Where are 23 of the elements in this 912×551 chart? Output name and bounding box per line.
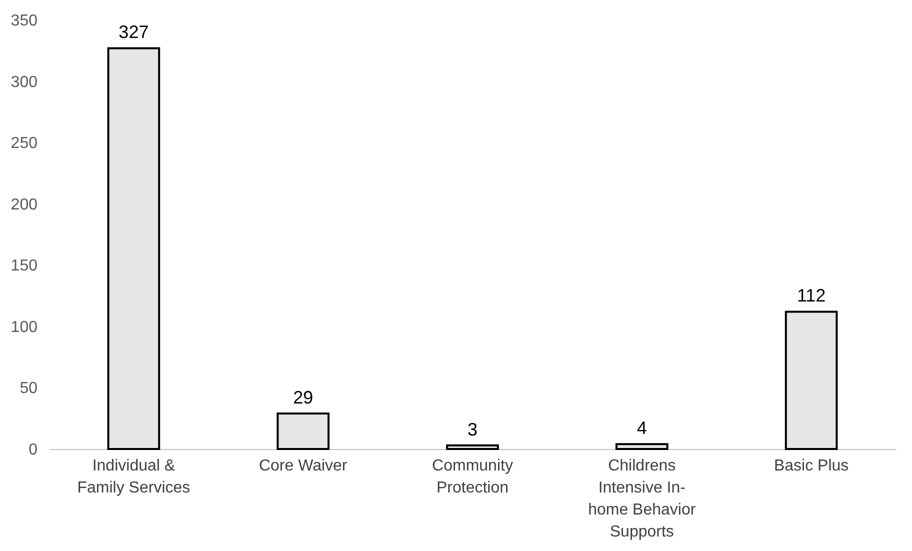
bar bbox=[276, 412, 330, 450]
bar bbox=[615, 443, 668, 450]
x-tick-label: Individual & Family Services bbox=[77, 458, 190, 496]
x-tick-label: Basic Plus bbox=[774, 458, 849, 474]
y-tick-label: 200 bbox=[10, 196, 38, 214]
bar bbox=[446, 444, 499, 450]
data-label: 112 bbox=[796, 286, 826, 306]
data-label: 4 bbox=[636, 418, 647, 438]
x-tick-label: Community Protection bbox=[432, 458, 513, 496]
y-tick-label: 300 bbox=[10, 74, 38, 91]
bar bbox=[107, 47, 160, 450]
y-tick-label: 150 bbox=[10, 258, 38, 275]
y-tick-label: 0 bbox=[28, 442, 38, 458]
data-label: 3 bbox=[467, 419, 478, 440]
data-label: 29 bbox=[293, 387, 314, 408]
data-label: 327 bbox=[118, 22, 149, 42]
y-tick-label: 100 bbox=[10, 318, 38, 336]
x-tick-label: Core Waiver bbox=[258, 458, 348, 474]
y-tick-label: 250 bbox=[10, 135, 38, 152]
y-tick-label: 50 bbox=[20, 380, 38, 398]
x-tick-label: Childrens Intensive In-home Behavior Supports bbox=[588, 458, 696, 540]
bar bbox=[784, 310, 838, 450]
y-tick-label: 350 bbox=[10, 12, 38, 30]
